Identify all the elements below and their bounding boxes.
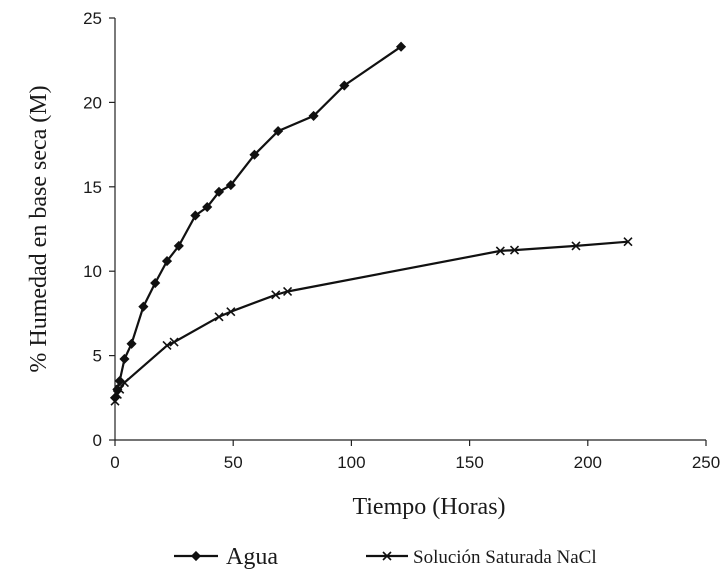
data-point-nacl	[115, 384, 125, 394]
x-marker-stroke	[112, 389, 122, 399]
x-marker-stroke	[495, 246, 505, 256]
x-marker-stroke	[214, 312, 224, 322]
data-point-agua	[126, 338, 137, 349]
data-point-nacl	[623, 237, 633, 247]
series-nacl	[110, 237, 633, 406]
x-tick-label: 150	[455, 453, 483, 472]
x-tick-label: 50	[224, 453, 243, 472]
x-marker-stroke	[169, 337, 179, 347]
data-point-agua	[173, 240, 184, 251]
data-point-nacl	[571, 241, 581, 251]
data-point-nacl	[271, 290, 281, 300]
data-point-nacl	[169, 337, 179, 347]
x-marker-stroke	[271, 290, 281, 300]
x-marker-stroke	[283, 286, 293, 297]
data-point-agua	[213, 186, 225, 197]
x-marker-stroke	[571, 241, 581, 251]
x-marker-stroke	[382, 551, 392, 561]
x-tick-label: 200	[574, 453, 602, 472]
data-point-nacl	[214, 312, 224, 322]
data-point-agua	[308, 110, 319, 121]
data-point-nacl	[226, 307, 236, 317]
data-point-agua	[119, 353, 130, 365]
y-tick-label: 10	[83, 262, 102, 281]
x-tick-label: 0	[110, 453, 119, 472]
y-tick-label: 20	[83, 93, 102, 112]
series-line-agua	[113, 45, 402, 399]
x-marker-stroke	[509, 245, 520, 255]
legend-marker-agua	[190, 550, 202, 562]
data-point-nacl	[162, 340, 172, 351]
data-point-agua	[202, 201, 213, 213]
x-marker-stroke	[162, 340, 172, 351]
series-line-nacl	[113, 240, 629, 402]
data-point-agua	[339, 80, 350, 91]
legend-item-nacl: Solución Saturada NaCl	[366, 547, 597, 568]
series-agua	[109, 41, 407, 403]
data-point-nacl	[110, 396, 120, 406]
x-marker-stroke	[623, 237, 633, 247]
x-axis-ticks: 0 50 100 150 200 250	[110, 440, 720, 472]
data-point-agua	[249, 149, 260, 160]
data-point-agua	[273, 126, 284, 137]
x-marker-stroke	[110, 396, 120, 406]
legend-label-nacl: Solución Saturada NaCl	[413, 547, 597, 568]
x-axis-title: Tiempo (Horas)	[352, 494, 505, 520]
data-point-nacl	[283, 286, 293, 297]
x-marker-stroke	[226, 307, 236, 317]
data-point-agua	[114, 375, 125, 386]
data-point-agua	[161, 256, 173, 267]
data-point-nacl	[119, 378, 130, 388]
data-point-agua	[138, 301, 149, 312]
legend-label-agua: Agua	[226, 544, 278, 570]
y-tick-label: 25	[83, 9, 102, 28]
legend-item-agua: Agua	[174, 544, 278, 570]
y-tick-label: 0	[93, 431, 102, 450]
x-marker-stroke	[119, 378, 130, 388]
data-point-nacl	[112, 389, 122, 399]
legend-marker-nacl	[382, 551, 392, 561]
data-point-nacl	[495, 246, 505, 256]
plot-area	[114, 18, 706, 441]
y-axis-ticks: 0 5 10 15 20 25	[83, 9, 115, 450]
legend: Agua Solución Saturada NaCl	[174, 544, 597, 570]
y-tick-label: 5	[93, 347, 102, 366]
series-layer	[109, 41, 633, 406]
data-point-agua	[395, 41, 407, 52]
data-point-agua	[225, 180, 236, 191]
data-point-agua	[150, 277, 161, 289]
x-marker-stroke	[115, 384, 125, 394]
x-tick-label: 250	[692, 453, 720, 472]
data-point-nacl	[509, 245, 520, 255]
y-axis-title: % Humedad en base seca (M)	[26, 85, 52, 372]
data-point-agua	[190, 210, 201, 221]
y-tick-label: 15	[83, 178, 102, 197]
x-tick-label: 100	[337, 453, 365, 472]
